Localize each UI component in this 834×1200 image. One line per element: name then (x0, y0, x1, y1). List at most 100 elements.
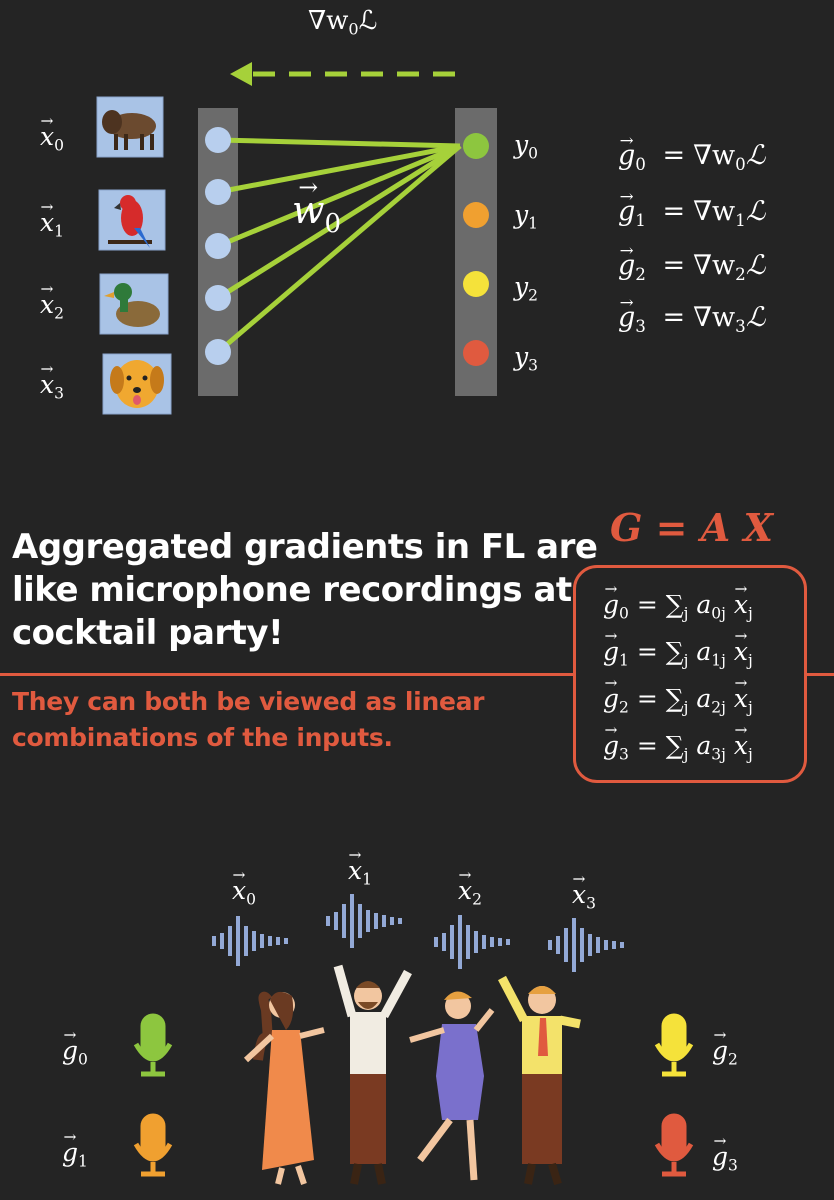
input-label-x3: x3 (40, 370, 64, 403)
sum-equation-2: g2 = ∑j a2j xj (603, 684, 753, 717)
nabla-symbol: ∇ (693, 250, 713, 281)
x-symbol: x (232, 876, 246, 905)
x-symbol: x (734, 637, 748, 666)
gradient-equation-0: g0 =∇w0ℒ (618, 140, 766, 174)
loss-symbol: ℒ (745, 250, 766, 281)
w-subscript: 0 (348, 19, 359, 39)
y-symbol: y (514, 200, 529, 229)
gradient-equation-1: g1 =∇w1ℒ (618, 196, 766, 228)
g-sub: 2 (619, 698, 629, 717)
g-symbol: g (603, 637, 619, 666)
output-label-y3: y3 (514, 342, 538, 375)
equals-sign: = (662, 302, 686, 333)
g-symbol: g (712, 1142, 728, 1171)
x-sub: j (748, 698, 753, 717)
a-sub: 1j (711, 651, 726, 670)
nabla-symbol: ∇ (693, 196, 713, 227)
sum-symbol: = ∑ (636, 731, 684, 760)
equals-sign: = (662, 250, 686, 281)
person-woman-orange (243, 991, 325, 1185)
output-label-y1: y1 (514, 200, 538, 233)
x-sub: j (748, 651, 753, 670)
output-node-y1 (463, 202, 489, 228)
input-nodes (205, 127, 231, 365)
microphone-icon-orange (133, 1113, 173, 1177)
g-sub: 1 (619, 651, 629, 670)
x-symbol: x (734, 731, 748, 760)
voice-label-x3: x3 (572, 880, 596, 911)
nabla-symbol: ∇ (308, 6, 327, 36)
x-sub: 2 (54, 304, 64, 323)
equals-sign: = (662, 140, 686, 171)
g-symbol: g (62, 1138, 78, 1167)
y-symbol: y (514, 342, 529, 371)
a-sub: 3j (711, 745, 726, 764)
person-woman-purple (409, 991, 495, 1181)
w-symbol: w (712, 196, 736, 227)
a-symbol: a (696, 637, 712, 666)
g-sub: 3 (619, 745, 629, 764)
x-sub: j (748, 604, 753, 623)
w-sub: 3 (735, 315, 746, 336)
w-sub: 2 (735, 263, 746, 284)
microphone-icon-red (654, 1113, 694, 1177)
a-sub: 0j (711, 604, 726, 623)
loss-symbol: ℒ (745, 140, 766, 171)
w-symbol: w (712, 250, 736, 281)
g-sub: 1 (78, 1152, 88, 1171)
nabla-symbol: ∇ (693, 302, 713, 333)
y-sub: 1 (528, 214, 538, 233)
output-label-y0: y0 (514, 130, 538, 161)
gradient-equation-2: g2 =∇w2ℒ (618, 250, 766, 284)
person-man-beard (333, 964, 412, 1185)
g-sub: 0 (78, 1050, 88, 1069)
weight-connections (216, 137, 462, 354)
input-node (205, 179, 231, 205)
a-symbol: a (696, 731, 712, 760)
x-symbol: x (734, 590, 748, 619)
x-symbol: x (40, 370, 54, 399)
x-symbol: x (734, 684, 748, 713)
headline: Aggregated gradients in FL are like micr… (12, 527, 606, 653)
loss-symbol: ℒ (358, 6, 378, 36)
sum-symbol: = ∑ (636, 590, 684, 619)
g-sub: 2 (728, 1050, 738, 1069)
input-node (205, 127, 231, 153)
g-symbol: g (712, 1036, 728, 1065)
x-symbol: x (40, 208, 54, 237)
party-illustration (133, 894, 694, 1186)
weight-vector-sub: 0 (324, 209, 342, 240)
x-symbol: x (40, 122, 54, 151)
x-sub: 3 (54, 384, 64, 403)
parrot-icon (98, 189, 166, 251)
y-symbol: y (514, 130, 529, 159)
y-sub: 3 (528, 356, 538, 375)
a-symbol: a (696, 684, 712, 713)
output-node-y0 (463, 133, 489, 159)
loss-symbol: ℒ (745, 196, 766, 227)
x-sub: 0 (246, 890, 256, 909)
sum-symbol: = ∑ (636, 684, 684, 713)
input-label-x1: x1 (40, 208, 64, 239)
g-symbol: g (618, 196, 635, 227)
x-sub: 2 (472, 890, 482, 909)
g-sub: 0 (619, 604, 629, 623)
x-symbol: x (572, 880, 586, 909)
weight-vector-label: w0 (292, 188, 341, 237)
mic-label-g1: g1 (62, 1138, 88, 1171)
sum-equation-1: g1 = ∑j a1j xj (603, 637, 753, 670)
g-symbol: g (62, 1036, 78, 1065)
sound-wave-icon (548, 918, 624, 972)
voice-label-x2: x2 (458, 876, 482, 909)
sound-wave-icon (434, 915, 510, 969)
input-node (205, 339, 231, 365)
input-node (205, 233, 231, 259)
y-sub: 2 (528, 286, 538, 305)
w-symbol: w (326, 6, 349, 36)
person-man-tie (498, 975, 581, 1186)
weight-vector-symbol: w (292, 188, 325, 232)
a-symbol: a (696, 590, 712, 619)
g-symbol: g (618, 140, 635, 171)
mic-label-g0: g0 (62, 1036, 88, 1069)
w-sub: 0 (735, 153, 746, 174)
